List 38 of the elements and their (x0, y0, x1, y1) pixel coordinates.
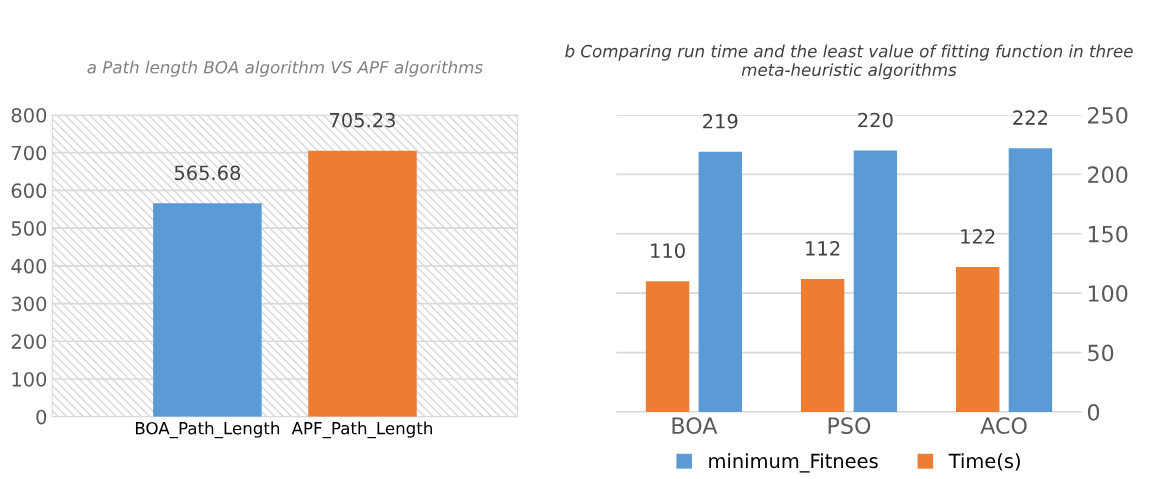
y-tick-label: 100 (12, 371, 47, 387)
legend-label: Time(s) (948, 453, 1020, 471)
y-tick-label: 600 (11, 183, 47, 199)
chart-title: b Comparing run time and the least value of fitting function in three meta-heuristic algorithms (565, 44, 1133, 80)
data-label: 220 (858, 112, 893, 128)
y-tick-label: 800 (11, 107, 47, 123)
data-label: 110 (651, 243, 685, 259)
x-tick-label: ACO (980, 417, 1027, 434)
legend-label: minimum_Fitnees (709, 453, 878, 473)
y-tick-label: 100 (1088, 285, 1128, 302)
bar (800, 278, 845, 412)
y-tick-label: 0 (36, 409, 47, 425)
bar (645, 281, 690, 412)
x-tick-label: BOA (672, 417, 718, 434)
y-tick-label: 700 (11, 145, 47, 161)
data-label: 222 (1013, 110, 1048, 125)
x-tick-label: PSO (828, 417, 871, 434)
bar (853, 150, 898, 412)
y-tick-label: 400 (11, 258, 47, 274)
data-label: 122 (961, 229, 995, 244)
chart-title: a Path length BOA algorithm VS APF algorithms (87, 60, 483, 77)
bar (698, 151, 742, 412)
data-label: 112 (806, 240, 840, 256)
x-tick-label: BOA_Path_Length (135, 421, 280, 439)
y-tick-label: 50 (1088, 344, 1114, 362)
y-tick-label: 500 (11, 221, 47, 236)
y-tick-label: 200 (1088, 166, 1128, 184)
y-tick-label: 0 (1087, 403, 1100, 421)
x-tick-label: APF_Path_Length (291, 421, 432, 439)
data-label: 219 (703, 113, 738, 129)
bar (1008, 148, 1053, 412)
data-label: 705.23 (330, 112, 395, 128)
y-tick-label: 250 (1088, 106, 1128, 124)
y-tick-label: 150 (1088, 225, 1128, 243)
data-label: 565.68 (174, 165, 241, 181)
y-tick-label: 300 (11, 296, 47, 312)
bar (955, 267, 1000, 412)
y-tick-label: 200 (11, 334, 47, 349)
